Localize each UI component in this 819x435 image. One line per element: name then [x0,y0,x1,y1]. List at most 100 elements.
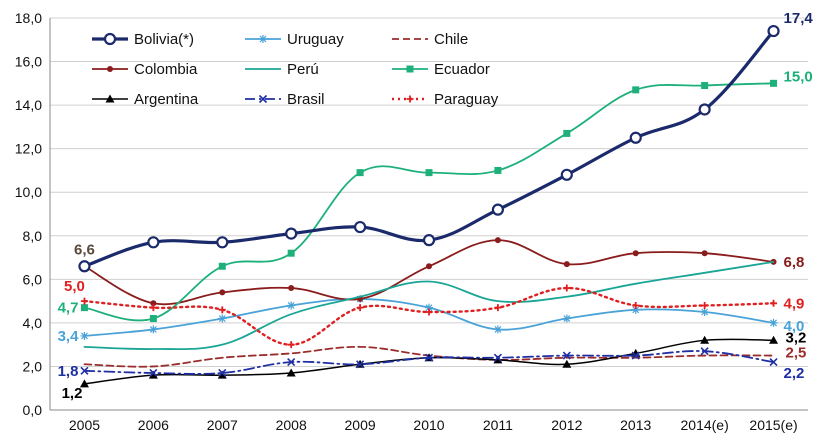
series-argentina [79,335,779,388]
data-point [629,131,642,144]
data-point [632,250,639,257]
data-point [563,261,570,268]
legend-marker [406,65,414,73]
legend: Bolivia(*) Uruguay Chile Colombia Perú Ecuado… [92,31,499,108]
series-uruguay [80,294,778,340]
data-label: 1,8 [58,363,79,380]
series-per [83,261,775,351]
y-tick-label: 2,0 [23,358,43,374]
data-point [288,285,295,292]
data-point [149,315,157,323]
data-point [147,236,160,249]
x-tick-label: 2006 [138,417,169,433]
legend-label: Perú [287,61,319,78]
data-point [632,86,640,94]
data-point [422,234,436,247]
x-tick-label: 2007 [207,417,238,433]
data-point [356,360,365,369]
data-point [424,353,434,362]
data-label: 4,0 [784,318,805,335]
data-label: 1,2 [62,385,83,402]
data-point [149,368,158,378]
data-point [700,308,709,316]
data-point [218,314,227,323]
data-point [493,325,502,334]
data-point [287,341,295,349]
y-tick-label: 8,0 [23,228,43,244]
series-layer [78,24,780,388]
data-point [770,79,778,87]
data-point [562,359,572,368]
data-label: 4,9 [784,295,805,312]
data-point [769,358,778,367]
x-tick-label: 2005 [69,417,100,433]
data-point [356,304,364,312]
data-point [150,300,157,307]
data-point [80,331,89,340]
data-point [494,166,502,174]
legend-label: Bolivia(*) [134,31,194,48]
y-tick-label: 18,0 [15,10,42,26]
data-label: 3,2 [786,329,807,346]
data-label: 17,4 [784,10,814,27]
legend-label: Chile [434,31,468,48]
series-line-paraguay [83,286,775,346]
data-labels: 6,65,04,73,41,81,217,415,06,84,94,03,22,… [58,10,814,402]
x-tick-label: 2012 [551,417,582,433]
x-tick-label: 2010 [413,417,444,433]
series-ecuador [80,79,778,323]
data-point [149,325,158,334]
data-point [353,220,367,234]
legend-marker [107,66,113,72]
data-label: 5,0 [64,278,85,295]
data-point [700,347,709,356]
series-paraguay [80,284,778,349]
data-label: 6,8 [784,254,805,271]
data-point [491,203,505,216]
data-point [560,168,573,181]
data-point [149,304,157,312]
x-tick-label: 2011 [483,417,513,433]
legend-item-paraguay: Paraguay [392,91,499,108]
y-tick-label: 16,0 [15,54,42,70]
legend-item-uruguay: Uruguay [245,31,344,48]
data-point [425,169,433,177]
data-point [425,303,433,312]
y-tick-label: 6,0 [23,271,43,287]
data-point [78,260,91,273]
legend-label: Colombia [134,61,198,78]
legend-marker [406,95,414,103]
legend-label: Argentina [134,91,199,108]
legend-label: Ecuador [434,61,490,78]
series-line-argentina [83,338,775,385]
data-point [562,314,571,323]
data-point [356,169,364,177]
data-point [285,227,298,240]
series-bolivia [78,24,780,273]
legend-marker [105,94,115,103]
data-point [494,237,501,244]
data-point [80,366,89,375]
data-point [631,351,640,360]
data-point [701,82,709,90]
axis-layer: 0,0 2,0 4,0 6,0 8,0 10,0 12,0 14,0 16,0 18,0 2005 2… [15,10,808,433]
data-point [493,353,502,362]
y-tick-label: 0,0 [23,402,43,418]
data-point [286,368,296,377]
data-point [562,351,571,360]
data-point [701,250,708,257]
data-point [632,301,640,309]
data-point [769,318,778,327]
data-point [287,358,296,367]
data-point [494,304,502,312]
data-point [563,284,571,292]
legend-item-bolivia: Bolivia(*) [92,31,194,48]
data-point [218,262,226,270]
data-point [287,249,295,257]
data-point [216,236,229,249]
data-point [700,335,710,344]
legend-marker [258,94,268,104]
data-point [218,306,226,314]
data-label: 6,6 [74,241,95,258]
